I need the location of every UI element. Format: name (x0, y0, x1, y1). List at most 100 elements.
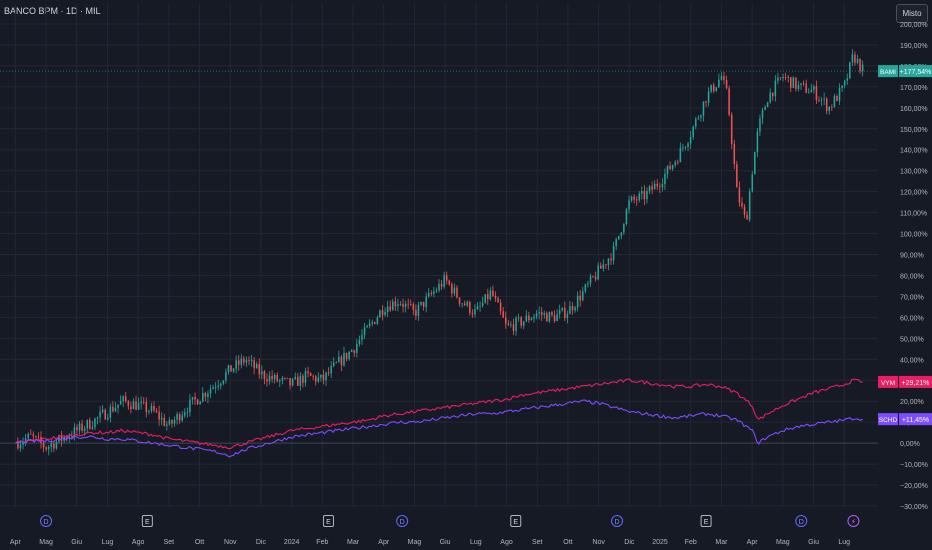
candle (635, 199, 638, 201)
candle (304, 371, 307, 383)
candle (101, 409, 104, 412)
candle (65, 437, 68, 439)
candle (779, 77, 782, 79)
candle (774, 80, 777, 97)
candle (209, 389, 212, 394)
x-tick-label: Giu (71, 539, 82, 546)
candle (718, 79, 720, 88)
candle (376, 317, 379, 324)
candle (107, 417, 109, 420)
candle (47, 446, 50, 450)
series-value-badge (899, 65, 932, 78)
candle (756, 131, 759, 153)
x-axis: Apr Mag Giu Lug Ago Set Ott Nov Dic 2024 Feb Mar Apr… (10, 539, 850, 546)
y-tick-label: 0,00% (900, 441, 920, 448)
candle (615, 239, 617, 246)
candle (579, 295, 581, 301)
candle (320, 374, 322, 378)
candle (302, 375, 304, 383)
candle (481, 302, 484, 306)
candle (859, 58, 861, 72)
candle (89, 420, 91, 429)
y-tick-label: 200,00% (900, 22, 928, 29)
candle (479, 305, 481, 307)
earnings-marker (141, 515, 153, 527)
candle (561, 307, 564, 311)
candle (230, 365, 232, 372)
candle (710, 84, 712, 92)
x-tick-label: 2025 (652, 539, 668, 546)
marker-label: D (615, 519, 620, 526)
x-tick-label: Giu (440, 539, 451, 546)
candle (122, 396, 124, 401)
candle (99, 411, 101, 418)
candle (620, 232, 623, 236)
candle (571, 306, 574, 311)
candle (83, 428, 86, 431)
candle (587, 283, 589, 285)
candle (425, 296, 427, 308)
series-last-value: +177,54% (900, 69, 932, 76)
candle (851, 54, 854, 63)
candle (117, 404, 119, 408)
candle (540, 312, 543, 315)
candle (543, 313, 546, 315)
candle (592, 276, 594, 278)
candle (777, 77, 779, 81)
candle (564, 307, 566, 319)
candle (363, 327, 366, 336)
candle (29, 433, 32, 435)
candle (409, 304, 412, 305)
y-tick-label: −10,00% (900, 462, 928, 469)
candle (525, 315, 528, 322)
candle (78, 423, 81, 431)
candle (389, 306, 391, 311)
candle (240, 358, 243, 365)
candle (27, 433, 29, 439)
candle (625, 209, 628, 225)
candle (846, 78, 849, 81)
candle (648, 186, 651, 191)
candle (312, 375, 314, 377)
series-name-badge (878, 375, 898, 388)
candle (553, 315, 556, 322)
candle (646, 190, 648, 200)
candle (856, 58, 859, 63)
candle (289, 378, 291, 386)
y-tick-label: 130,00% (900, 169, 928, 176)
candle (792, 77, 795, 88)
candle (202, 393, 204, 402)
candle (155, 410, 158, 412)
candle (22, 442, 24, 445)
candle (392, 301, 394, 311)
marker-label: E (326, 519, 331, 526)
scale-mode-button[interactable]: Misto (896, 4, 928, 23)
candle (610, 258, 612, 261)
candle (448, 280, 451, 285)
y-tick-label: 140,00% (900, 148, 928, 155)
candle (32, 434, 35, 437)
candle (818, 100, 820, 101)
candle (728, 88, 730, 115)
candle (415, 309, 417, 316)
candle (335, 362, 338, 364)
candle (741, 202, 743, 207)
y-tick-label: 150,00% (900, 127, 928, 134)
candle (653, 183, 656, 190)
candle (427, 292, 430, 297)
candle (520, 317, 522, 326)
candle (800, 83, 802, 85)
candle (366, 325, 368, 328)
candle (471, 313, 474, 315)
candle (281, 377, 284, 381)
candle (191, 397, 194, 400)
candle (738, 187, 741, 203)
y-tick-label: −20,00% (900, 483, 928, 490)
dividend-marker (396, 515, 409, 527)
candle (317, 377, 320, 382)
dividend-marker (40, 515, 53, 527)
dividend-marker (611, 515, 624, 527)
candle (199, 401, 201, 405)
x-tick-label: Apr (10, 539, 22, 546)
